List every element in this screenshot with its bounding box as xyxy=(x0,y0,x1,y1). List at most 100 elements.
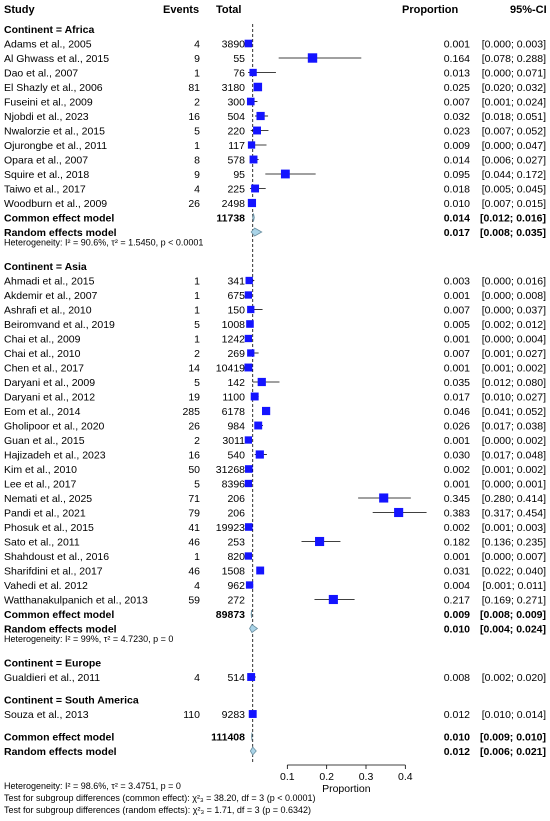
study-total: 1242 xyxy=(222,334,246,346)
study-rows: Continent = Africa Adams et al., 2005 4 389… xyxy=(4,24,546,758)
study-total: 675 xyxy=(227,290,245,302)
study-events: 1 xyxy=(194,276,200,288)
study-total: 3890 xyxy=(222,39,246,51)
study-name: Guan et al., 2015 xyxy=(4,435,85,447)
study-name: Sharifdini et al., 2017 xyxy=(4,566,103,578)
study-ci: [0.001; 0.002] xyxy=(482,464,546,476)
axis-tick-label: 0.3 xyxy=(359,771,374,783)
model-label: Random effects model xyxy=(4,624,117,636)
study-proportion: 0.008 xyxy=(444,672,470,684)
study-events: 1 xyxy=(194,290,200,302)
study-row: Guan et al., 2015 2 3011 0.001 [0.000; 0.002… xyxy=(4,435,546,447)
model-label: Random effects model xyxy=(4,227,117,239)
study-total: 300 xyxy=(227,97,245,109)
study-events: 2 xyxy=(194,435,200,447)
study-ci: [0.317; 0.454] xyxy=(482,508,546,520)
study-proportion: 0.018 xyxy=(444,184,470,196)
study-name: Sato et al., 2011 xyxy=(4,537,80,549)
study-box xyxy=(244,552,253,560)
random-diamond xyxy=(249,623,259,634)
study-proportion: 0.026 xyxy=(444,421,470,433)
study-name: Akdemir et al., 2007 xyxy=(4,290,98,302)
study-proportion: 0.017 xyxy=(444,392,470,404)
study-events: 4 xyxy=(194,580,200,592)
study-ci: [0.018; 0.051] xyxy=(482,111,546,123)
model-ci: [0.006; 0.021] xyxy=(480,746,546,758)
study-events: 285 xyxy=(182,406,200,418)
study-row: Nemati et al., 2025 71 206 0.345 [0.280; 0.4… xyxy=(4,493,546,505)
study-box xyxy=(249,68,257,77)
study-box xyxy=(253,126,261,135)
study-events: 81 xyxy=(188,82,200,94)
study-box xyxy=(245,276,253,285)
study-row: Squire et al., 2018 9 95 0.095 [0.044; 0.172… xyxy=(4,169,546,181)
header-ci: 95%-CI xyxy=(510,4,547,16)
study-row: Daryani et al., 2009 5 142 0.035 [0.012; 0.0… xyxy=(4,377,546,389)
common-effect-row: Common effect model 89873 0.009 [0.008; 0.0… xyxy=(4,609,546,621)
study-proportion: 0.010 xyxy=(444,198,470,210)
study-row: Nwalorzie et al., 2015 5 220 0.023 [0.007; 0… xyxy=(4,126,546,138)
study-ci: [0.000; 0.016] xyxy=(482,276,546,288)
study-total: 225 xyxy=(227,184,245,196)
study-row: Beiromvand et al., 2019 5 1008 0.005 [0.002;… xyxy=(4,319,546,331)
study-proportion: 0.001 xyxy=(444,363,470,375)
study-proportion: 0.007 xyxy=(444,348,470,360)
study-proportion: 0.383 xyxy=(444,508,470,520)
study-row: Sharifdini et al., 2017 46 1508 0.031 [0.022… xyxy=(4,566,546,578)
study-row: Hajizadeh et al., 2023 16 540 0.030 [0.017; … xyxy=(4,450,546,462)
study-proportion: 0.032 xyxy=(444,111,470,123)
study-ci: [0.010; 0.014] xyxy=(482,709,546,721)
study-ci: [0.017; 0.048] xyxy=(482,450,546,462)
study-proportion: 0.031 xyxy=(444,566,470,578)
study-total: 1100 xyxy=(222,392,245,404)
study-box xyxy=(307,53,318,63)
study-events: 4 xyxy=(194,672,200,684)
study-box xyxy=(244,291,253,299)
model-proportion: 0.010 xyxy=(444,732,470,744)
model-proportion: 0.012 xyxy=(444,746,470,758)
study-row: Phosuk et al., 2015 41 19923 0.002 [0.001; 0… xyxy=(4,522,546,534)
study-name: Dao et al., 2007 xyxy=(4,68,78,80)
study-name: Woodburn et al., 2009 xyxy=(4,198,107,210)
axis-tick-label: 0.2 xyxy=(319,771,334,783)
subgroup-heading: Continent = South America xyxy=(4,695,139,707)
study-name: Chai et al., 2010 xyxy=(4,348,81,360)
study-events: 71 xyxy=(188,493,200,505)
study-row: El Shazly et al., 2006 81 3180 0.025 [0.020;… xyxy=(4,82,546,94)
study-events: 5 xyxy=(194,126,200,138)
study-total: 269 xyxy=(227,348,245,360)
study-events: 5 xyxy=(194,377,200,389)
study-box xyxy=(253,82,263,92)
model-total: 89873 xyxy=(216,609,245,621)
study-events: 5 xyxy=(194,319,200,331)
study-name: Daryani et al., 2009 xyxy=(4,377,95,389)
footer-stat-1: Test for subgroup differences (common ef… xyxy=(4,793,315,803)
study-events: 14 xyxy=(188,363,200,375)
model-label: Common effect model xyxy=(4,732,114,744)
study-proportion: 0.009 xyxy=(444,140,470,152)
study-row: Njobdi et al., 2023 16 504 0.032 [0.018; 0.0… xyxy=(4,111,546,123)
model-ci: [0.012; 0.016] xyxy=(480,213,546,225)
header-study: Study xyxy=(4,4,35,16)
study-row: Vahedi et al. 2012 4 962 0.004 [0.001; 0.011… xyxy=(4,580,546,592)
study-box xyxy=(256,566,265,575)
study-name: Kim et al., 2010 xyxy=(4,464,77,476)
study-ci: [0.002; 0.012] xyxy=(482,319,546,331)
study-name: Daryani et al., 2012 xyxy=(4,392,95,404)
study-row: Gholipoor et al., 2020 26 984 0.026 [0.017; … xyxy=(4,421,546,433)
study-ci: [0.022; 0.040] xyxy=(482,566,546,578)
study-total: 504 xyxy=(227,111,245,123)
study-box xyxy=(257,377,266,387)
study-total: 206 xyxy=(227,493,245,505)
study-total: 540 xyxy=(227,450,245,462)
header-proportion: Proportion xyxy=(402,4,458,16)
study-proportion: 0.013 xyxy=(444,68,470,80)
study-box xyxy=(247,305,255,314)
model-label: Common effect model xyxy=(4,609,114,621)
study-ci: [0.001; 0.002] xyxy=(482,363,546,375)
study-box xyxy=(246,97,255,106)
study-name: Pandi et al., 2021 xyxy=(4,508,86,520)
model-ci: [0.008; 0.009] xyxy=(480,609,546,621)
study-row: Dao et al., 2007 1 76 0.013 [0.000; 0.071] xyxy=(4,68,546,80)
